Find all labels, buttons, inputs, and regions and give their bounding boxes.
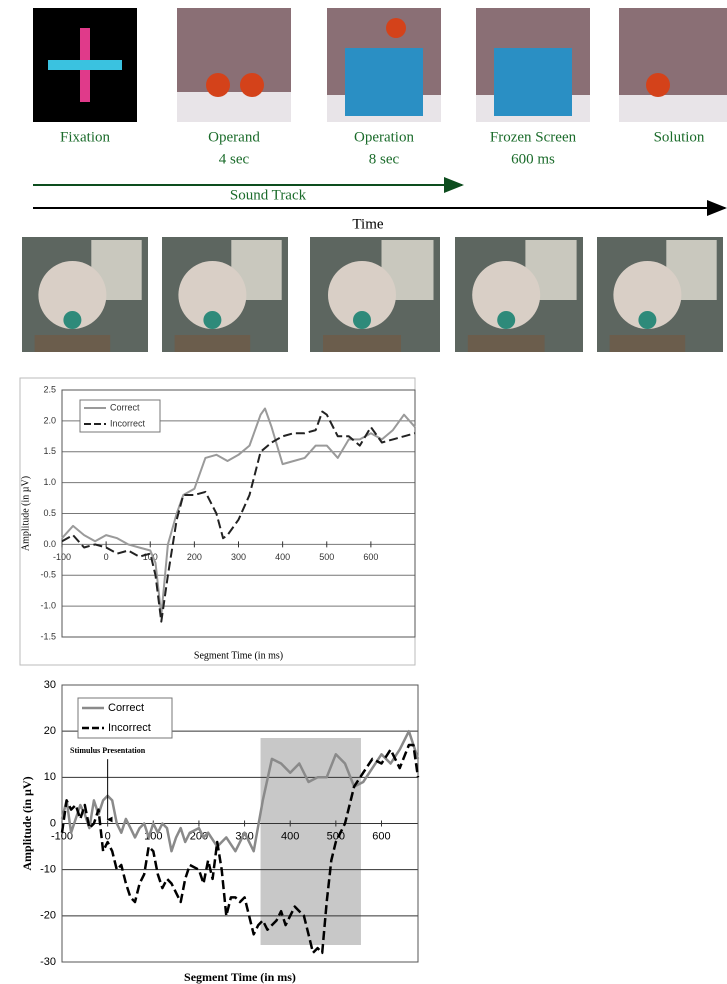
series-line [60, 743, 420, 955]
x-axis-label: Segment Time (in ms) [184, 970, 296, 984]
infant-photos [22, 237, 723, 352]
screen [345, 48, 423, 116]
legend-box [79, 399, 161, 433]
y-tick-label: -1.5 [40, 631, 56, 641]
sound-track-label: Sound Track [230, 187, 307, 203]
y-axis-label: Amplitude (in µV) [20, 776, 34, 870]
x-tick-label: 200 [190, 830, 208, 842]
pacifier [497, 311, 516, 329]
x-tick-label: -100 [53, 552, 71, 562]
x-axis-label: Segment Time (in ms) [194, 650, 283, 661]
y-tick-label: 2.5 [43, 384, 56, 394]
y-tick-label: 0.0 [43, 539, 56, 549]
infant-head [472, 261, 541, 329]
y-tick-label: -1.0 [40, 601, 56, 611]
cross [48, 60, 122, 70]
y-tick-label: 1.0 [43, 477, 56, 487]
x-tick-label: 100 [143, 552, 158, 562]
legend-label: Correct [110, 402, 140, 412]
pacifier [203, 311, 222, 329]
plot-border [61, 389, 416, 638]
body [609, 335, 686, 352]
x-tick-label: 400 [275, 552, 290, 562]
pacifier [63, 311, 82, 329]
panel-label: Solution [654, 129, 705, 145]
series-line [61, 410, 416, 623]
toy [386, 18, 406, 38]
panel-duration: 4 sec [219, 151, 250, 167]
y-tick-label: 0.5 [43, 508, 56, 518]
table [177, 92, 291, 122]
x-tick-label: -100 [51, 830, 73, 842]
highlight-region [260, 738, 361, 945]
body [467, 335, 545, 352]
infant-head [178, 261, 247, 329]
body [174, 335, 251, 352]
panel-duration: 8 sec [369, 151, 400, 167]
x-tick-label: 300 [231, 552, 246, 562]
x-tick-label: 500 [319, 552, 334, 562]
panel-label: Fixation [60, 129, 111, 145]
panel-label: Operation [354, 129, 414, 145]
y-tick-label: -0.5 [40, 570, 56, 580]
legend-label: Correct [108, 702, 144, 714]
legend-label: Incorrect [110, 418, 146, 428]
panel-label: Frozen Screen [490, 129, 577, 145]
legend-box [77, 697, 173, 739]
y-tick-label: -20 [40, 910, 56, 922]
annotation: Stimulus Presentation [70, 746, 146, 755]
series-line [60, 729, 420, 853]
body [34, 335, 111, 352]
infant-head [328, 261, 396, 329]
infant-head [613, 261, 682, 329]
x-tick-label: 0 [104, 552, 109, 562]
y-tick-label: -30 [40, 956, 56, 968]
body [323, 335, 401, 352]
y-tick-label: 1.5 [43, 446, 56, 456]
x-tick-label: 600 [372, 830, 390, 842]
charts: -1.5-1.0-0.50.00.51.01.52.02.5-100 0 100 20… [19, 377, 420, 984]
x-tick-label: 500 [327, 830, 345, 842]
x-tick-label: 200 [187, 552, 202, 562]
x-tick-label: 0 [105, 830, 111, 842]
infant-head [38, 261, 107, 329]
toy [206, 73, 230, 97]
y-tick-label: 2.0 [43, 415, 56, 425]
y-tick-label: -10 [40, 864, 56, 876]
y-tick-label: 20 [44, 725, 56, 737]
panel-label: Operand [208, 129, 260, 145]
time-label: Time [352, 216, 383, 232]
panel-captions: Fixation Operand 4 sec Operation 8 sec Frozen… [60, 129, 705, 167]
panel-duration: 600 ms [511, 151, 555, 167]
y-tick-label: 30 [44, 679, 56, 691]
legend-label: Incorrect [108, 722, 151, 734]
y-tick-label: 0 [50, 817, 56, 829]
series-line [61, 407, 416, 617]
toy [646, 73, 670, 97]
table [619, 95, 727, 122]
y-tick-label: 10 [44, 771, 56, 783]
toy [240, 73, 264, 97]
pacifier [353, 311, 371, 329]
stimulus-frames [33, 8, 727, 122]
y-axis-label: Amplitude (in µV) [20, 476, 31, 551]
x-tick-label: 600 [363, 552, 378, 562]
pacifier [638, 311, 657, 329]
screen [494, 48, 572, 116]
x-tick-label: 400 [281, 830, 299, 842]
